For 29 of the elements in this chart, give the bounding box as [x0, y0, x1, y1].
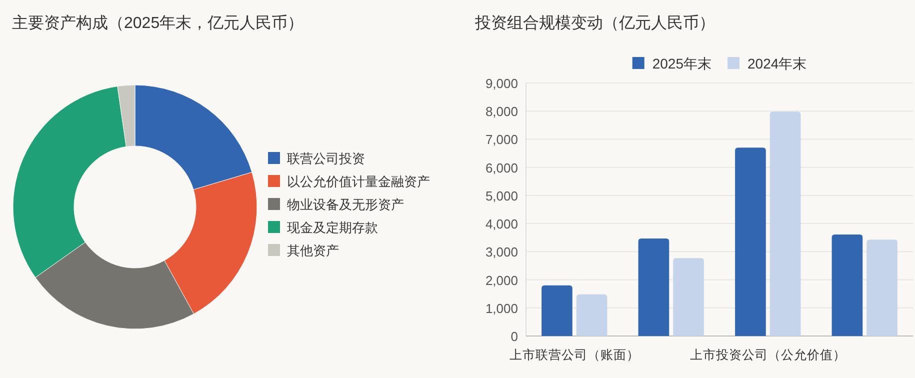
- bar: [673, 258, 704, 336]
- legend-label: 物业设备及无形资产: [287, 197, 404, 212]
- y-tick-label: 7,000: [485, 132, 518, 148]
- bar: [638, 238, 670, 336]
- bar: [866, 240, 898, 336]
- bar: [735, 148, 766, 336]
- y-tick-label: 1,000: [485, 300, 518, 316]
- legend-label: 以公允价值计量金融资产: [287, 174, 430, 189]
- bar: [770, 112, 801, 336]
- bar: [576, 294, 608, 336]
- legend-label: 2024年末: [748, 56, 807, 72]
- y-tick-label: 8,000: [485, 104, 518, 120]
- bar: [832, 234, 863, 336]
- y-tick-label: 6,000: [485, 160, 518, 176]
- y-tick-label: 9,000: [485, 76, 518, 91]
- y-tick-label: 3,000: [485, 244, 518, 260]
- y-tick-label: 2,000: [485, 272, 518, 288]
- y-tick-label: 4,000: [485, 216, 518, 232]
- y-tick-label: 0: [510, 329, 518, 344]
- y-tick-label: 5,000: [485, 188, 518, 204]
- chart-title: 投资组合规模变动（亿元人民币）: [474, 14, 715, 32]
- x-tick-label: 上市联营公司（账面）: [509, 348, 640, 362]
- legend-label: 联营公司投资: [287, 151, 365, 166]
- chart-title: 主要资产构成（2025年末，亿元人民币）: [12, 14, 304, 32]
- bar: [542, 285, 572, 336]
- legend-label: 其他资产: [287, 243, 339, 258]
- legend-label: 2025年末: [652, 56, 712, 72]
- legend-label: 现金及定期存款: [287, 220, 378, 235]
- x-tick-label: 上市投资公司（公允价值）: [690, 348, 846, 362]
